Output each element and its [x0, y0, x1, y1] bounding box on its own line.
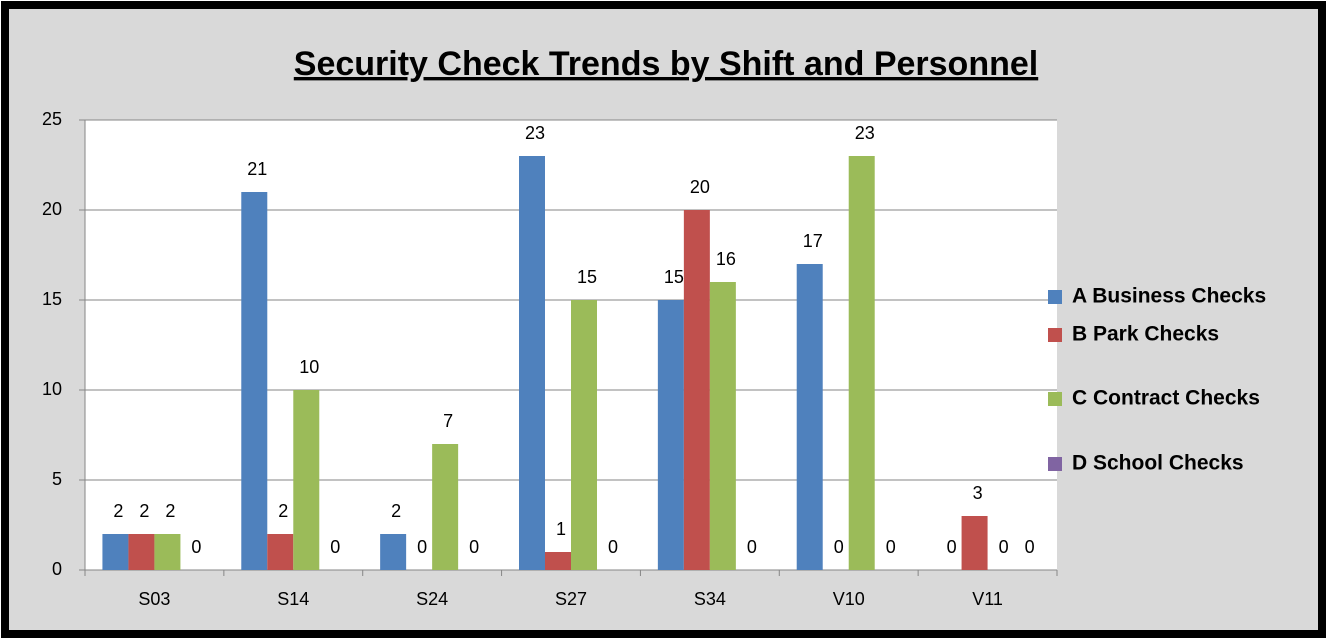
bar	[796, 264, 823, 570]
legend-label: D School Checks	[1072, 452, 1244, 475]
x-tick-label: V11	[972, 589, 1003, 609]
bar	[657, 300, 684, 570]
data-label: 0	[608, 537, 618, 557]
data-label: 23	[855, 123, 875, 143]
bar	[102, 534, 129, 570]
y-tick-label: 20	[42, 199, 62, 219]
data-label: 7	[443, 411, 453, 431]
bar	[241, 192, 268, 570]
data-label: 0	[947, 537, 957, 557]
data-label: 0	[999, 537, 1009, 557]
bar	[709, 282, 736, 570]
x-tick-label: S24	[416, 589, 448, 609]
data-label: 1	[556, 519, 566, 539]
data-label: 2	[278, 501, 288, 521]
bar	[571, 300, 597, 570]
bar	[293, 390, 320, 570]
legend-label: C Contract Checks	[1072, 387, 1260, 410]
data-label: 2	[391, 501, 401, 521]
data-label: 15	[577, 267, 597, 287]
data-label: 0	[191, 537, 201, 557]
y-tick-label: 0	[52, 559, 62, 579]
y-tick-label: 25	[42, 109, 62, 129]
legend-swatch	[1048, 457, 1062, 471]
bar	[154, 534, 181, 570]
x-tick-label: S27	[555, 589, 587, 609]
x-tick-label: S34	[694, 589, 726, 609]
data-label: 0	[834, 537, 844, 557]
data-label: 16	[716, 249, 736, 269]
bar	[267, 534, 294, 570]
bar	[128, 534, 155, 570]
x-tick-label: V10	[833, 589, 865, 609]
data-label: 21	[247, 159, 267, 179]
y-tick-label: 15	[42, 289, 62, 309]
data-label: 0	[1025, 537, 1035, 557]
legend-swatch	[1048, 290, 1062, 304]
legend-swatch	[1048, 392, 1062, 406]
legend-label: A Business Checks	[1072, 285, 1266, 308]
data-label: 2	[165, 501, 175, 521]
data-label: 0	[469, 537, 479, 557]
data-label: 0	[417, 537, 427, 557]
data-label: 17	[803, 231, 823, 251]
y-tick-label: 5	[52, 469, 62, 489]
x-tick-label: S03	[138, 589, 170, 609]
data-label: 2	[139, 501, 149, 521]
bar	[683, 210, 710, 570]
x-tick-label: S14	[277, 589, 309, 609]
bar	[848, 156, 875, 570]
data-label: 0	[747, 537, 757, 557]
data-label: 10	[299, 357, 319, 377]
y-tick-label: 10	[42, 379, 62, 399]
bar	[432, 444, 459, 570]
bar	[519, 156, 545, 570]
data-label: 0	[330, 537, 340, 557]
legend-label: B Park Checks	[1072, 323, 1219, 346]
bar	[961, 516, 988, 570]
legend-swatch	[1048, 328, 1062, 342]
data-label: 0	[886, 537, 896, 557]
chart-title: Security Check Trends by Shift and Perso…	[294, 45, 1038, 83]
data-label: 23	[525, 123, 545, 143]
data-label: 3	[973, 483, 983, 503]
bar	[545, 552, 571, 570]
data-label: 15	[664, 267, 684, 287]
data-label: 2	[113, 501, 123, 521]
data-label: 20	[690, 177, 710, 197]
bar	[380, 534, 407, 570]
